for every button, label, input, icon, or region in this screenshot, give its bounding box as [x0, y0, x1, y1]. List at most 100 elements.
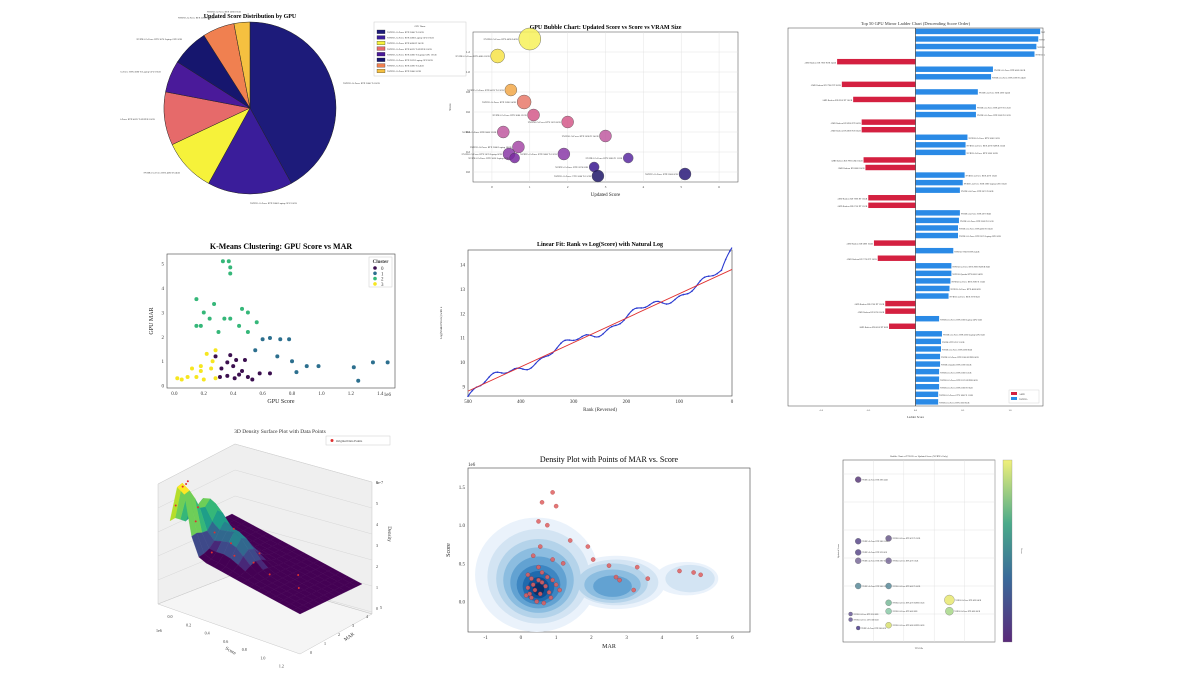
data-point	[252, 561, 255, 564]
cluster-point	[257, 371, 262, 376]
bar-label: NVIDIA GeForce RTX 4060 Ti 16GB	[959, 228, 993, 231]
bar-label: NVIDIA GeForce RTX 2070 SUPER 8GB	[940, 379, 978, 382]
cluster-point	[231, 364, 236, 369]
data-point	[536, 519, 541, 524]
x-label: Updated Score	[591, 193, 621, 198]
bubble-point	[599, 129, 612, 143]
y-tick: 0.6	[466, 110, 470, 114]
chart-title: K-Means Clustering: GPU Score vs MAR	[210, 242, 353, 251]
legend-label: NVIDIA GeForce RTX 3070 Laptop GPU 8GB	[387, 59, 433, 62]
legend-box	[373, 21, 467, 77]
bubble-label: NVIDIA GeForce RTX 3080 Laptop 16GB	[470, 146, 512, 149]
data-point	[258, 552, 261, 555]
ladder-bar	[915, 285, 950, 292]
data-point	[539, 570, 545, 575]
cluster-point	[240, 306, 245, 311]
bubble-point	[561, 115, 574, 129]
ladder-bar	[915, 368, 940, 375]
data-point	[536, 577, 541, 583]
cluster-point	[245, 329, 250, 334]
data-point	[560, 561, 566, 566]
data-point	[677, 568, 682, 574]
cluster-point	[185, 375, 190, 380]
bubble-label: NVIDIA GeForce RTX 2080 Ti 11GB	[586, 157, 623, 160]
x-tick: 2	[590, 636, 593, 641]
cluster-point	[207, 316, 212, 321]
bubble-label: NVIDIA GeForce RTX 4070 Ti 12GB	[893, 537, 921, 540]
ladder-bar	[915, 263, 952, 269]
legend-swatch	[376, 46, 386, 51]
ladder-bar	[915, 217, 959, 224]
y-label: Score	[446, 543, 452, 557]
legend-label: NVIDIA GeForce RTX 3080 Laptop GPU 16GB	[387, 37, 434, 40]
bubble-point	[885, 535, 892, 542]
data-point	[213, 531, 216, 534]
slice-label: NVIDIA GeForce RTX 3080 Ti Laptop GPU 16…	[120, 71, 161, 74]
cluster-point	[226, 259, 231, 264]
y-tick: 0.2	[466, 150, 470, 154]
data-point	[585, 544, 591, 549]
y-tick: 0.0	[459, 600, 466, 605]
cluster-point	[267, 371, 272, 376]
observed-point	[686, 292, 689, 295]
ladder-bar	[837, 58, 916, 65]
x-label: TFLOPs	[915, 647, 923, 650]
cluster-point	[198, 364, 203, 369]
x-tick: 300	[570, 400, 578, 405]
density-contour	[665, 564, 715, 593]
ladder-bar	[915, 346, 941, 352]
bubble-label: NVIDIA GeForce RTX 3080 Ti 12GB	[862, 560, 890, 563]
bubble-point	[591, 169, 605, 183]
x-label: Rank (Reversed)	[583, 408, 617, 412]
bar-label: NVIDIA GeForce RTX 3060 Laptop GPU 6GB	[943, 333, 985, 336]
chart-title: GPU Bubble Chart: Updated Score vs Score…	[530, 25, 682, 31]
cluster-point	[316, 364, 321, 369]
bubble-label: NVIDIA GeForce RTX 3060 12GB	[862, 585, 888, 588]
x-tick: 0.5	[961, 409, 965, 412]
cluster-point	[222, 316, 227, 321]
bubble-label: NVIDIA GeForce RTX 4080 SUPER 16GB	[893, 624, 925, 627]
y-tick: 2	[338, 632, 340, 637]
bubble-point	[885, 557, 892, 564]
legend-label: Original Data Points	[336, 439, 363, 443]
x-offset: 1e6	[156, 628, 162, 633]
observed-point	[555, 347, 558, 350]
cluster-point	[290, 359, 295, 364]
data-point	[550, 577, 555, 583]
ladder-bar	[915, 28, 1041, 35]
x-tick: 400	[517, 400, 525, 405]
cluster-point	[213, 376, 218, 381]
pie-slice	[208, 107, 292, 195]
cluster-point	[213, 348, 218, 353]
data-point	[567, 538, 573, 543]
legend-swatch	[376, 69, 386, 73]
bubble-point	[509, 152, 520, 164]
data-point	[539, 500, 545, 505]
colorbar-label: Score	[1020, 548, 1023, 553]
slice-label: NVIDIA GeForce RTX 3080 16GB	[207, 10, 242, 13]
cluster-point	[275, 354, 280, 359]
data-point	[698, 572, 703, 578]
colorbar	[1002, 459, 1013, 643]
y-label: Log(Scaled Score) with e	[439, 306, 443, 339]
data-point	[557, 587, 562, 593]
observed-point	[691, 290, 693, 293]
observed-point	[716, 272, 719, 275]
data-point	[590, 557, 596, 562]
bar-label: NVIDIA GeForce RTX 2080 8GB	[942, 349, 973, 352]
bar-label: AMD Radeon RX 7900 XT 20GB	[811, 84, 842, 87]
cluster-point	[237, 372, 242, 377]
observed-point	[500, 372, 503, 374]
observed-point	[636, 307, 638, 309]
legend-label: AMD	[1019, 393, 1025, 396]
legend-title: GPU Name	[414, 25, 425, 28]
bar-label: NVIDIA GeForce RTX 2080 Ti 11GB	[960, 220, 994, 223]
ladder-bar	[915, 149, 966, 156]
bubble-chart: GPU Bubble Chart: Updated Score vs Score…	[448, 25, 739, 198]
bubble-point	[855, 582, 862, 590]
grid-line	[234, 443, 373, 483]
bar-label: NVIDIA GeForce RTX 3050 8GB	[939, 401, 970, 404]
y-tick: 12	[460, 312, 466, 317]
ladder-bar	[915, 74, 992, 80]
ladder-bar	[877, 255, 916, 261]
